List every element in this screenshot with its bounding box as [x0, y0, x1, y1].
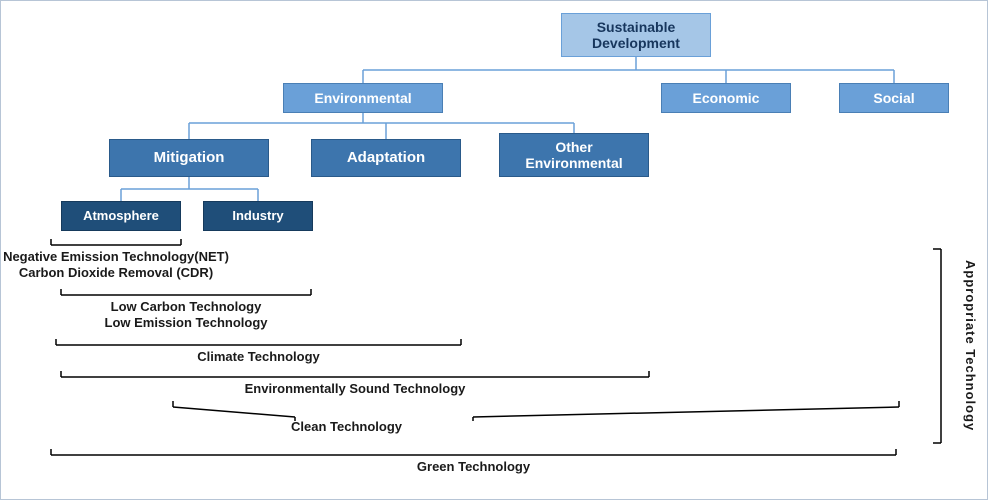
span-label-low_carbon: Low Carbon Technology Low Emission Techn… — [0, 299, 386, 332]
node-root: SustainableDevelopment — [561, 13, 711, 57]
node-social: Social — [839, 83, 949, 113]
span-label-net_cdr: Negative Emission Technology(NET) Carbon… — [0, 249, 316, 282]
diagram-canvas: SustainableDevelopment Environmental Econo… — [0, 0, 988, 500]
node-industry: Industry — [203, 201, 313, 231]
node-mitigation: Mitigation — [109, 139, 269, 177]
node-atmosphere: Atmosphere — [61, 201, 181, 231]
node-other_env: OtherEnvironmental — [499, 133, 649, 177]
span-label-clean-tech: Clean Technology — [291, 419, 402, 435]
span-label-env_sound: Environmentally Sound Technology — [155, 381, 555, 397]
node-adaptation: Adaptation — [311, 139, 461, 177]
side-label-appropriate-tech: Appropriate Technology — [963, 249, 978, 443]
node-economic: Economic — [661, 83, 791, 113]
node-environmental: Environmental — [283, 83, 443, 113]
span-label-climate_tech: Climate Technology — [59, 349, 459, 365]
span-label-green_tech: Green Technology — [274, 459, 674, 475]
